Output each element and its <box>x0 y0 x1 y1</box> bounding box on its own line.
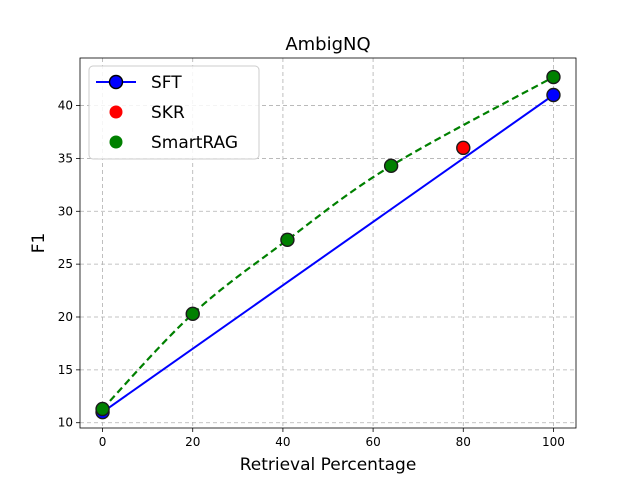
chart-title: AmbigNQ <box>285 34 370 55</box>
grid <box>80 58 576 428</box>
ticks: 0 20 40 60 80 100 10 15 20 25 30 35 40 <box>58 99 565 449</box>
skr-point <box>456 140 471 156</box>
legend-label-sft: SFT <box>151 73 182 93</box>
smartrag-point <box>546 69 561 85</box>
legend-marker-sft <box>108 74 124 90</box>
x-tick-label: 80 <box>456 435 471 449</box>
x-tick-label: 60 <box>365 435 380 449</box>
y-axis-title: F1 <box>29 233 49 254</box>
y-tick-label: 10 <box>58 416 73 430</box>
legend-label-smartrag: SmartRAG <box>151 133 238 153</box>
series-layer <box>95 69 561 420</box>
legend-marker-smartrag <box>109 135 123 149</box>
legend-label-skr: SKR <box>151 103 185 123</box>
x-tick-label: 40 <box>275 435 290 449</box>
smartrag-point <box>383 158 399 174</box>
x-tick-label: 20 <box>185 435 200 449</box>
y-tick-label: 25 <box>58 257 73 271</box>
legend-marker-skr <box>109 105 123 119</box>
sft-point <box>546 87 561 103</box>
y-tick-label: 30 <box>58 204 73 218</box>
legend: SFT SKR SmartRAG <box>88 65 260 160</box>
x-tick-label: 100 <box>542 435 565 449</box>
y-tick-label: 40 <box>58 99 73 113</box>
x-tick-label: 0 <box>99 435 107 449</box>
plot-frame <box>79 57 577 429</box>
y-tick-label: 35 <box>58 151 73 165</box>
legend-frame <box>88 65 260 160</box>
y-tick-label: 20 <box>58 310 73 324</box>
smartrag-point <box>185 306 200 322</box>
smartrag-point <box>280 232 295 248</box>
y-tick-label: 15 <box>58 363 73 377</box>
x-axis-title: Retrieval Percentage <box>240 455 417 475</box>
smartrag-point <box>95 401 110 417</box>
sft-line <box>101 94 555 413</box>
